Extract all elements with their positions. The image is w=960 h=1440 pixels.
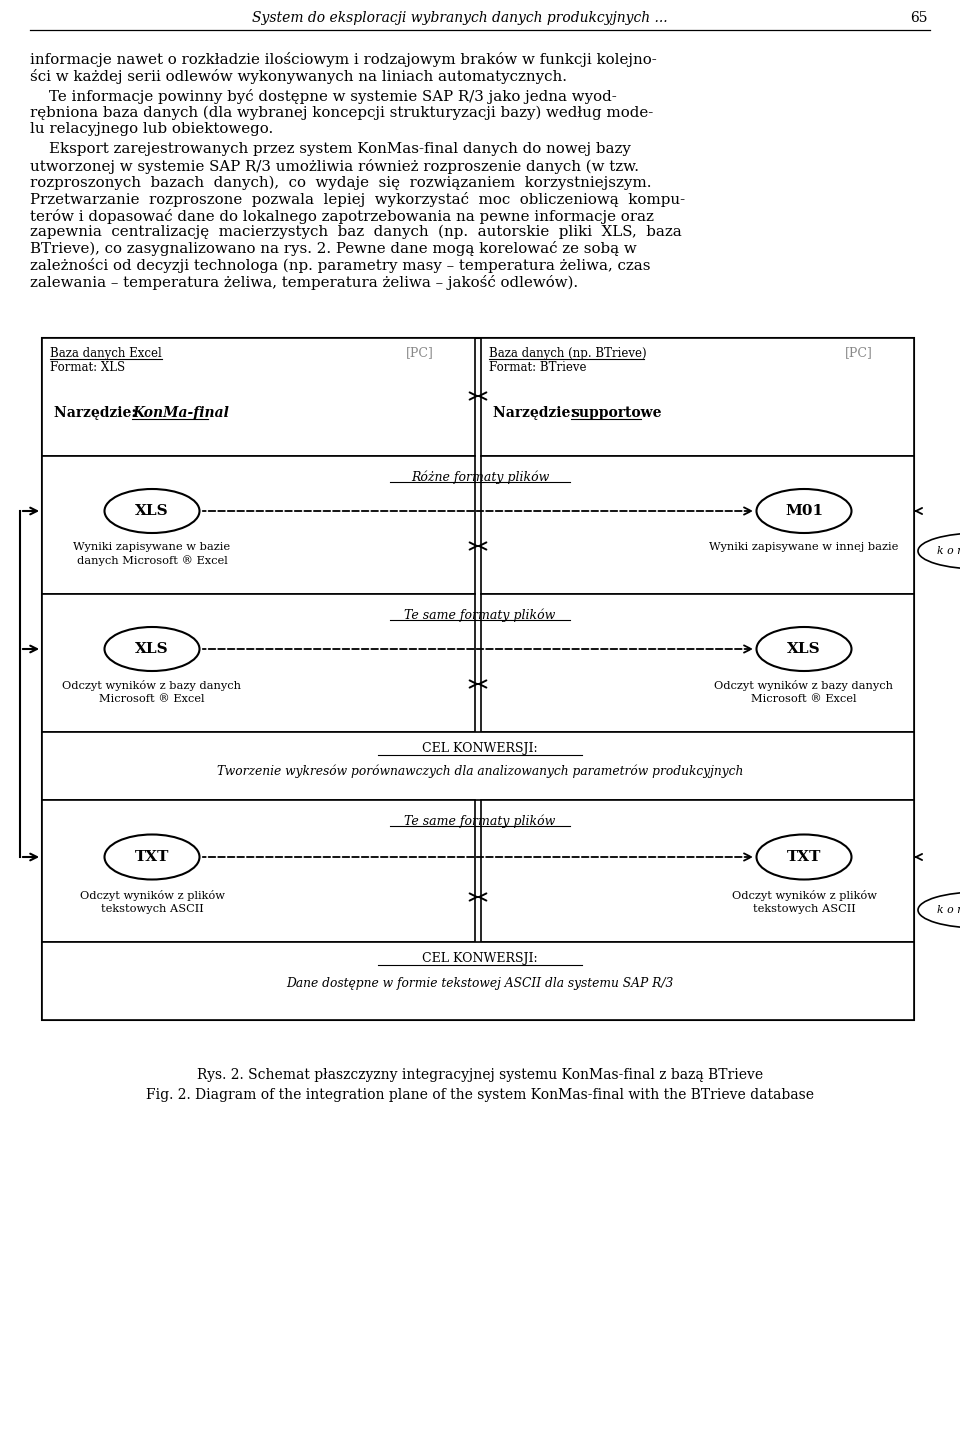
Text: XLS: XLS — [135, 504, 169, 518]
Bar — [42, 456, 475, 593]
Text: Narzędzie:: Narzędzie: — [54, 406, 141, 420]
Text: TXT: TXT — [134, 850, 169, 864]
Ellipse shape — [918, 533, 960, 569]
Text: Fig. 2. Diagram of the integration plane of the system KonMas-final with the BTr: Fig. 2. Diagram of the integration plane… — [146, 1089, 814, 1102]
Bar — [42, 338, 914, 1020]
Text: Wyniki zapisywane w innej bazie: Wyniki zapisywane w innej bazie — [709, 541, 899, 552]
Text: zalewania – temperatura żeliwa, temperatura żeliwa – jakość odlewów).: zalewania – temperatura żeliwa, temperat… — [30, 275, 578, 289]
Text: Te same formaty plików: Te same formaty plików — [404, 814, 556, 828]
Ellipse shape — [756, 490, 852, 533]
Text: BTrieve), co zasygnalizowano na rys. 2. Pewne dane mogą korelować ze sobą w: BTrieve), co zasygnalizowano na rys. 2. … — [30, 242, 636, 256]
Bar — [42, 732, 914, 801]
Text: Dane dostępne w formie tekstowej ASCII dla systemu SAP R/3: Dane dostępne w formie tekstowej ASCII d… — [286, 976, 674, 991]
Bar — [42, 593, 475, 732]
Bar — [481, 456, 914, 593]
Text: terów i dopasować dane do lokalnego zapotrzebowania na pewne informacje oraz: terów i dopasować dane do lokalnego zapo… — [30, 209, 654, 223]
Text: Format: BTrieve: Format: BTrieve — [489, 361, 587, 374]
Text: rozproszonych  bazach  danych),  co  wydaje  się  rozwiązaniem  korzystniejszym.: rozproszonych bazach danych), co wydaje … — [30, 176, 652, 190]
Text: Narzędzie:: Narzędzie: — [493, 406, 581, 420]
Text: Odczyt wyników z plików
tekstowych ASCII: Odczyt wyników z plików tekstowych ASCII — [80, 890, 225, 914]
Text: k o n w e r s j a: k o n w e r s j a — [937, 904, 960, 914]
Text: lu relacyjnego lub obiektowego.: lu relacyjnego lub obiektowego. — [30, 122, 274, 135]
Bar — [42, 942, 914, 1020]
Text: Rys. 2. Schemat płaszczyzny integracyjnej systemu KonMas-final z bazą BTrieve: Rys. 2. Schemat płaszczyzny integracyjne… — [197, 1068, 763, 1081]
Ellipse shape — [105, 490, 200, 533]
Text: informacje nawet o rozkładzie ilościowym i rodzajowym braków w funkcji kolejno-: informacje nawet o rozkładzie ilościowym… — [30, 52, 657, 68]
Text: Eksport zarejestrowanych przez system KonMas-final danych do nowej bazy: Eksport zarejestrowanych przez system Ko… — [30, 143, 631, 157]
Text: TXT: TXT — [787, 850, 821, 864]
Bar — [481, 801, 914, 942]
Text: Przetwarzanie  rozproszone  pozwala  lepiej  wykorzystać  moc  obliczeniową  kom: Przetwarzanie rozproszone pozwala lepiej… — [30, 192, 685, 207]
Text: CEL KONWERSJI:: CEL KONWERSJI: — [422, 742, 538, 755]
Text: k o n w e r s j a: k o n w e r s j a — [937, 546, 960, 556]
Text: XLS: XLS — [787, 642, 821, 657]
Text: M01: M01 — [785, 504, 823, 518]
Text: Odczyt wyników z bazy danych
Microsoft ® Excel: Odczyt wyników z bazy danych Microsoft ®… — [62, 680, 242, 704]
Text: [PC]: [PC] — [406, 346, 434, 359]
Text: Te informacje powinny być dostępne w systemie SAP R/3 jako jedna wyod-: Te informacje powinny być dostępne w sys… — [30, 89, 616, 104]
Text: XLS: XLS — [135, 642, 169, 657]
Ellipse shape — [105, 835, 200, 880]
Text: Różne formaty plików: Różne formaty plików — [411, 469, 549, 484]
Text: [PC]: [PC] — [845, 346, 873, 359]
Text: CEL KONWERSJI:: CEL KONWERSJI: — [422, 952, 538, 965]
Ellipse shape — [918, 891, 960, 927]
Text: rębniona baza danych (dla wybranej koncepcji strukturyzacji bazy) według mode-: rębniona baza danych (dla wybranej konce… — [30, 105, 653, 120]
Bar — [42, 801, 475, 942]
Text: Wyniki zapisywane w bazie
danych Microsoft ® Excel: Wyniki zapisywane w bazie danych Microso… — [73, 541, 230, 566]
Text: Odczyt wyników z bazy danych
Microsoft ® Excel: Odczyt wyników z bazy danych Microsoft ®… — [714, 680, 894, 704]
Text: 65: 65 — [910, 12, 928, 24]
Ellipse shape — [105, 626, 200, 671]
Text: Baza danych Excel: Baza danych Excel — [50, 347, 161, 360]
Bar — [481, 338, 914, 456]
Text: Format: XLS: Format: XLS — [50, 361, 125, 374]
Text: Tworzenie wykresów porównawczych dla analizowanych parametrów produkcyjnych: Tworzenie wykresów porównawczych dla ana… — [217, 765, 743, 778]
Text: ści w każdej serii odlewów wykonywanych na liniach automatycznych.: ści w każdej serii odlewów wykonywanych … — [30, 69, 567, 84]
Text: supportowe: supportowe — [571, 406, 661, 420]
Ellipse shape — [756, 626, 852, 671]
Text: zapewnia  centralizację  macierzystych  baz  danych  (np.  autorskie  pliki  XLS: zapewnia centralizację macierzystych baz… — [30, 225, 682, 239]
Text: zależności od decyzji technologa (np. parametry masy – temperatura żeliwa, czas: zależności od decyzji technologa (np. pa… — [30, 258, 651, 274]
Bar — [481, 593, 914, 732]
Text: utworzonej w systemie SAP R/3 umożliwia również rozproszenie danych (w tzw.: utworzonej w systemie SAP R/3 umożliwia … — [30, 158, 639, 174]
Text: Odczyt wyników z plików
tekstowych ASCII: Odczyt wyników z plików tekstowych ASCII — [732, 890, 876, 914]
Text: System do eksploracji wybranych danych produkcyjnych ...: System do eksploracji wybranych danych p… — [252, 12, 668, 24]
Ellipse shape — [756, 835, 852, 880]
Bar — [42, 338, 475, 456]
Text: Baza danych (np. BTrieve): Baza danych (np. BTrieve) — [489, 347, 647, 360]
Text: KonMa-final: KonMa-final — [132, 406, 228, 420]
Text: Te same formaty plików: Te same formaty plików — [404, 608, 556, 622]
